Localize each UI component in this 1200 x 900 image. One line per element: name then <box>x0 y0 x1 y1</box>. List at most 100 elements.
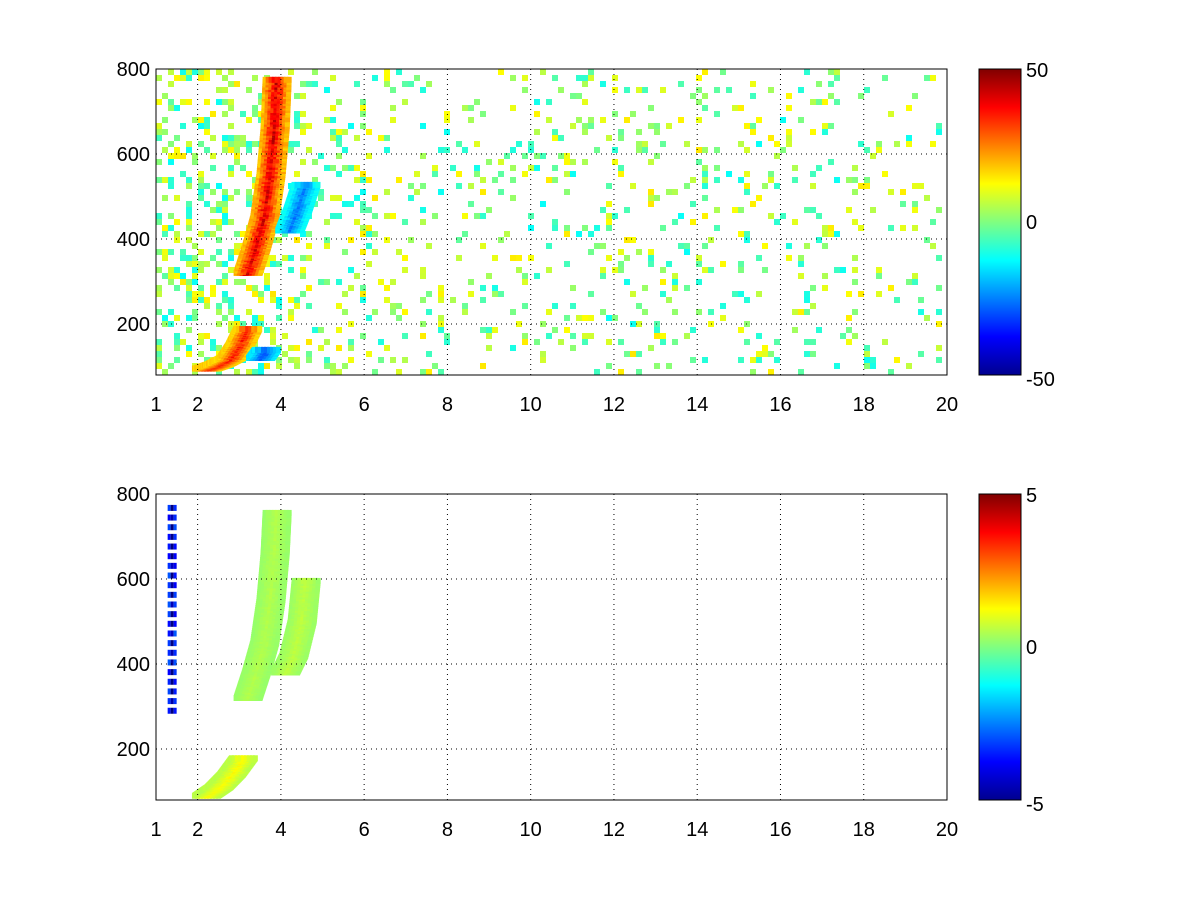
heatmap-cell <box>936 309 942 315</box>
heatmap-cell <box>156 267 162 273</box>
heatmap-cell <box>678 117 684 123</box>
heatmap-cell <box>924 237 930 243</box>
heatmap-cell <box>254 326 260 333</box>
heatmap-cell <box>906 279 912 285</box>
heatmap-cell <box>492 327 498 333</box>
heatmap-cell <box>852 333 858 339</box>
heatmap-cell <box>420 153 426 159</box>
heatmap-cell <box>336 213 342 219</box>
heatmap-cell <box>630 321 636 327</box>
heatmap-cell <box>810 129 816 135</box>
x-tick-label: 14 <box>686 394 708 416</box>
heatmap-cell <box>618 261 624 267</box>
heatmap-cell <box>660 339 666 345</box>
heatmap-cell <box>255 346 261 353</box>
heatmap-cell <box>822 99 828 105</box>
heatmap-cell <box>162 93 168 99</box>
heatmap-cell <box>246 87 252 93</box>
heatmap-cell <box>510 105 516 111</box>
heatmap-cell <box>492 285 498 291</box>
heatmap-cell <box>714 87 720 93</box>
heatmap-cell <box>486 333 492 339</box>
heatmap-cell <box>438 315 444 321</box>
heatmap-cell <box>360 291 366 297</box>
heatmap-cell <box>702 183 708 189</box>
heatmap-cell <box>786 93 792 99</box>
heatmap-cell <box>690 327 696 333</box>
heatmap-cell <box>210 189 216 195</box>
heatmap-cell <box>552 219 558 225</box>
heatmap-cell <box>660 267 666 273</box>
heatmap-cell <box>222 99 228 105</box>
heatmap-cell <box>624 279 630 285</box>
heatmap-cell <box>792 309 798 315</box>
heatmap-cell <box>240 141 246 147</box>
heatmap-cell <box>366 243 372 249</box>
heatmap-cell <box>180 255 186 261</box>
heatmap-cell <box>516 321 522 327</box>
heatmap-cell <box>786 255 792 261</box>
heatmap-cell <box>678 243 684 249</box>
heatmap-cell <box>792 219 798 225</box>
heatmap-cell <box>300 255 306 261</box>
heatmap-cell <box>828 81 834 87</box>
heatmap-cell <box>816 213 822 219</box>
heatmap-cell <box>846 207 852 213</box>
heatmap-cell <box>186 255 192 261</box>
heatmap-cell <box>396 69 402 75</box>
heatmap-cell <box>600 117 606 123</box>
heatmap-cell <box>534 99 540 105</box>
heatmap-cell <box>342 291 348 297</box>
heatmap-cell <box>348 345 354 351</box>
heatmap-cell <box>618 249 624 255</box>
heatmap-cell <box>864 363 870 369</box>
heatmap-cell <box>570 123 576 129</box>
heatmap-cell <box>744 339 750 345</box>
heatmap-cell <box>564 153 570 159</box>
heatmap-cell <box>774 153 780 159</box>
heatmap-cell <box>888 369 894 375</box>
heatmap-cell <box>210 165 216 171</box>
heatmap-cell <box>846 177 852 183</box>
heatmap-cell <box>300 181 306 188</box>
heatmap-cell <box>180 75 186 81</box>
heatmap-cell <box>588 333 594 339</box>
heatmap-cell <box>738 327 744 333</box>
heatmap-cell <box>306 181 312 188</box>
heatmap-cell <box>174 147 180 153</box>
heatmap-cell <box>426 369 432 375</box>
heatmap-cell <box>360 177 366 183</box>
heatmap-cell <box>306 339 312 345</box>
heatmap-cell <box>720 303 726 309</box>
heatmap-cell <box>804 69 810 75</box>
heatmap-cell <box>756 357 762 363</box>
heatmap-cell <box>228 99 234 105</box>
heatmap-cell <box>558 153 564 159</box>
x-tick-label: 10 <box>520 394 542 416</box>
heatmap-cell <box>168 183 174 189</box>
heatmap-cell <box>342 363 348 369</box>
heatmap-cell <box>192 315 198 321</box>
heatmap-cell <box>852 255 858 261</box>
heatmap-cell <box>168 177 174 183</box>
heatmap-cell <box>336 279 342 285</box>
heatmap-cell <box>186 345 192 351</box>
heatmap-cell <box>426 351 432 357</box>
heatmap-cell <box>816 327 822 333</box>
heatmap-cell <box>792 177 798 183</box>
heatmap-cell <box>204 99 210 105</box>
heatmap-cell <box>228 195 234 201</box>
heatmap-cell <box>600 243 606 249</box>
heatmap-cell <box>570 345 576 351</box>
heatmap-cell <box>360 207 366 213</box>
heatmap-cell <box>468 183 474 189</box>
heatmap-cell <box>798 255 804 261</box>
heatmap-cell <box>198 249 204 255</box>
heatmap-cell <box>402 99 408 105</box>
top-colorbar-tick-max: 50 <box>1026 60 1048 82</box>
heatmap-cell <box>198 75 204 81</box>
heatmap-cell <box>336 153 342 159</box>
heatmap-cell <box>642 285 648 291</box>
heatmap-cell <box>288 357 294 363</box>
